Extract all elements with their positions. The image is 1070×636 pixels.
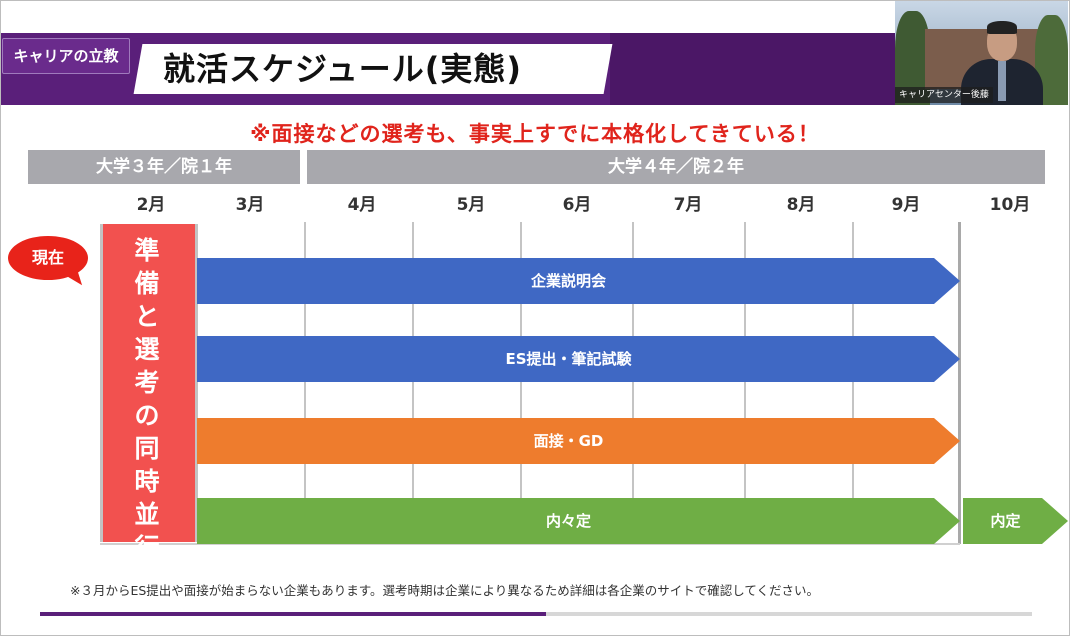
grid-line [958,222,961,544]
grid-line [632,222,634,544]
video-progress-bar[interactable] [40,612,1032,616]
video-progress-fill [40,612,546,616]
month-label: 10月 [989,195,1031,215]
month-label: 6月 [562,195,592,215]
year-bar-4th: 大学４年／院２年 [307,150,1045,184]
prep-period-label: 準備と選考の同時並行期！ [134,236,185,595]
prep-period-column [100,224,198,542]
arrow-company-briefing: 企業説明会 [197,258,960,304]
grid-line [304,222,306,544]
presenter-name: キャリアセンター後藤 [895,87,993,103]
presenter-video: キャリアセンター後藤 [895,1,1068,105]
footnote: ※３月からES提出や面接が始まらない企業もあります。選考時期は企業により異なるた… [70,583,820,598]
grid-line [744,222,746,544]
grid-line [852,222,854,544]
warning-note: ※面接などの選考も、事実上すでに本格化してきている！ [250,122,820,146]
arrow-naitei: 内定 [963,498,1068,544]
presenter-tie [998,61,1006,101]
presenter-hair [987,21,1017,34]
month-label: 3月 [235,195,265,215]
grid-baseline [100,543,960,545]
arrow-interview-gd: 面接・GD [197,418,960,464]
brand-logo: キャリアの立教 [2,38,130,74]
arrow-nainaitei: 内々定 [197,498,960,544]
header-dark-strip [610,33,895,105]
current-badge: 現在 [8,236,88,280]
year-bar-3rd: 大学３年／院１年 [28,150,300,184]
month-label: 2月 [136,195,166,215]
header-top-band [1,1,895,33]
month-label: 9月 [891,195,921,215]
month-label: 5月 [456,195,486,215]
month-label: 4月 [347,195,377,215]
grid-line [412,222,414,544]
month-label: 7月 [673,195,703,215]
arrow-es-written-test: ES提出・筆記試験 [197,336,960,382]
month-label: 8月 [786,195,816,215]
grid-line [520,222,522,544]
page-title: 就活スケジュール(実態) [163,50,523,88]
